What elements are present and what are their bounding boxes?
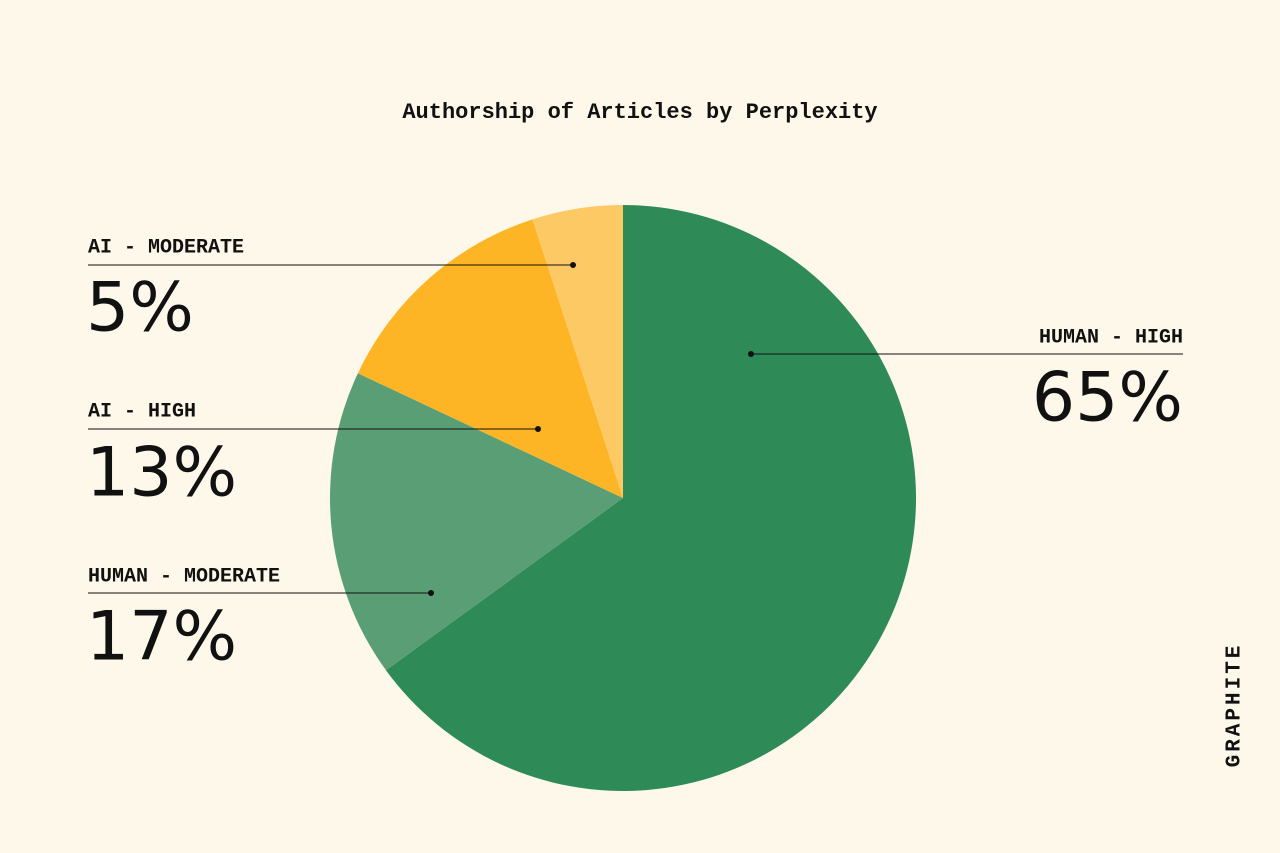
pie-slice bbox=[330, 373, 623, 671]
legend-label: AI - HIGH bbox=[88, 400, 196, 423]
data-label: 65% bbox=[1032, 359, 1183, 438]
pie-slice bbox=[357, 219, 623, 498]
brand-logo: GRAPHITE bbox=[1224, 643, 1247, 768]
data-label: 17% bbox=[86, 598, 237, 677]
leader-dot bbox=[535, 426, 541, 432]
leader-dot bbox=[748, 351, 754, 357]
chart-title: Authorship of Articles by Perplexity bbox=[402, 100, 877, 125]
leader-dot bbox=[428, 590, 434, 596]
leader-dot bbox=[570, 262, 576, 268]
legend-label: AI - MODERATE bbox=[88, 236, 244, 259]
pie-slice bbox=[532, 205, 623, 498]
legend-label: HUMAN - MODERATE bbox=[88, 565, 280, 588]
legend-label: HUMAN - HIGH bbox=[1039, 326, 1183, 349]
pie-slice bbox=[385, 205, 916, 792]
data-label: 13% bbox=[86, 434, 237, 513]
data-label: 5% bbox=[86, 269, 194, 348]
